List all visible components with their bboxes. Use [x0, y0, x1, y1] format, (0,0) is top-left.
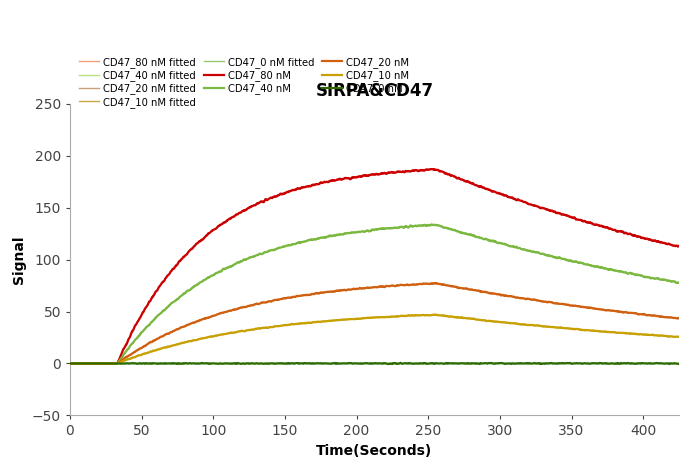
X-axis label: Time(Seconds): Time(Seconds) [316, 444, 433, 458]
Legend: CD47_80 nM fitted, CD47_40 nM fitted, CD47_20 nM fitted, CD47_10 nM fitted, CD47: CD47_80 nM fitted, CD47_40 nM fitted, CD… [75, 53, 414, 112]
Title: SIRPA&CD47: SIRPA&CD47 [316, 82, 433, 100]
Y-axis label: Signal: Signal [13, 236, 27, 284]
